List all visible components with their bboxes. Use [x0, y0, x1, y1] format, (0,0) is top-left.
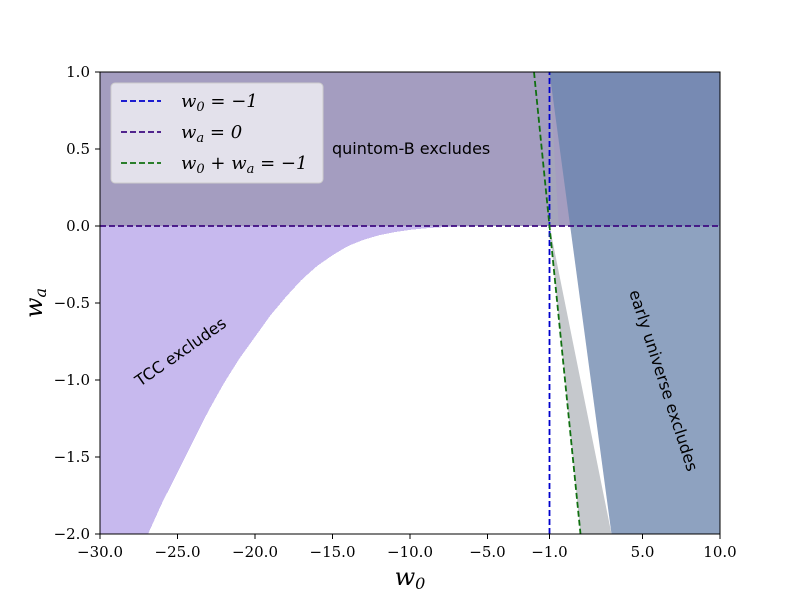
- y-tick-label: 0.5: [66, 140, 90, 158]
- quintom-b-label: quintom-B excludes: [332, 139, 490, 158]
- x-tick-label: −25.0: [155, 543, 201, 561]
- y-tick-label: −0.5: [54, 294, 90, 312]
- legend: w0 = −1 wa = 0 w0 + wa = −1: [110, 82, 324, 184]
- y-axis-label: wa: [20, 288, 50, 318]
- tcc-region: [100, 226, 488, 534]
- x-tick-label: 5.0: [631, 543, 655, 561]
- legend-entry-1: wa = 0: [181, 122, 242, 146]
- overlap-wedge-upper: [549, 72, 559, 226]
- axis-labels: w0 wa: [20, 288, 425, 593]
- x-tick-label: 10.0: [703, 543, 736, 561]
- x-tick-label: −5.0: [469, 543, 505, 561]
- x-tick-label: −10.0: [387, 543, 433, 561]
- legend-entry-2: w0 + wa = −1: [181, 153, 307, 177]
- y-tick-label: −2.0: [54, 525, 90, 543]
- y-tick-label: −1.5: [54, 448, 90, 466]
- series-line-2: [533, 72, 582, 534]
- x-tick-label: −1.0: [531, 543, 567, 561]
- x-axis-label: w0: [395, 563, 426, 593]
- legend-entry-0: w0 = −1: [181, 91, 258, 115]
- plot-area: [100, 72, 720, 534]
- x-tick-label: −15.0: [310, 543, 356, 561]
- x-tick-label: −20.0: [232, 543, 278, 561]
- early-universe-quintom-overlap: [549, 72, 720, 226]
- axis-ticks: −30.0 −25.0 −20.0 −15.0 −10.0 −5.0 −1.0 5.0 10.0…: [54, 63, 737, 561]
- early-universe-region: [549, 72, 720, 534]
- legend-box: [110, 82, 324, 184]
- y-tick-label: −1.0: [54, 371, 90, 389]
- series-lines: [100, 72, 720, 534]
- x-tick-label: −30.0: [77, 543, 123, 561]
- overlap-wedge: [549, 226, 612, 534]
- y-tick-label: 0.0: [66, 217, 90, 235]
- y-tick-label: 1.0: [66, 63, 90, 81]
